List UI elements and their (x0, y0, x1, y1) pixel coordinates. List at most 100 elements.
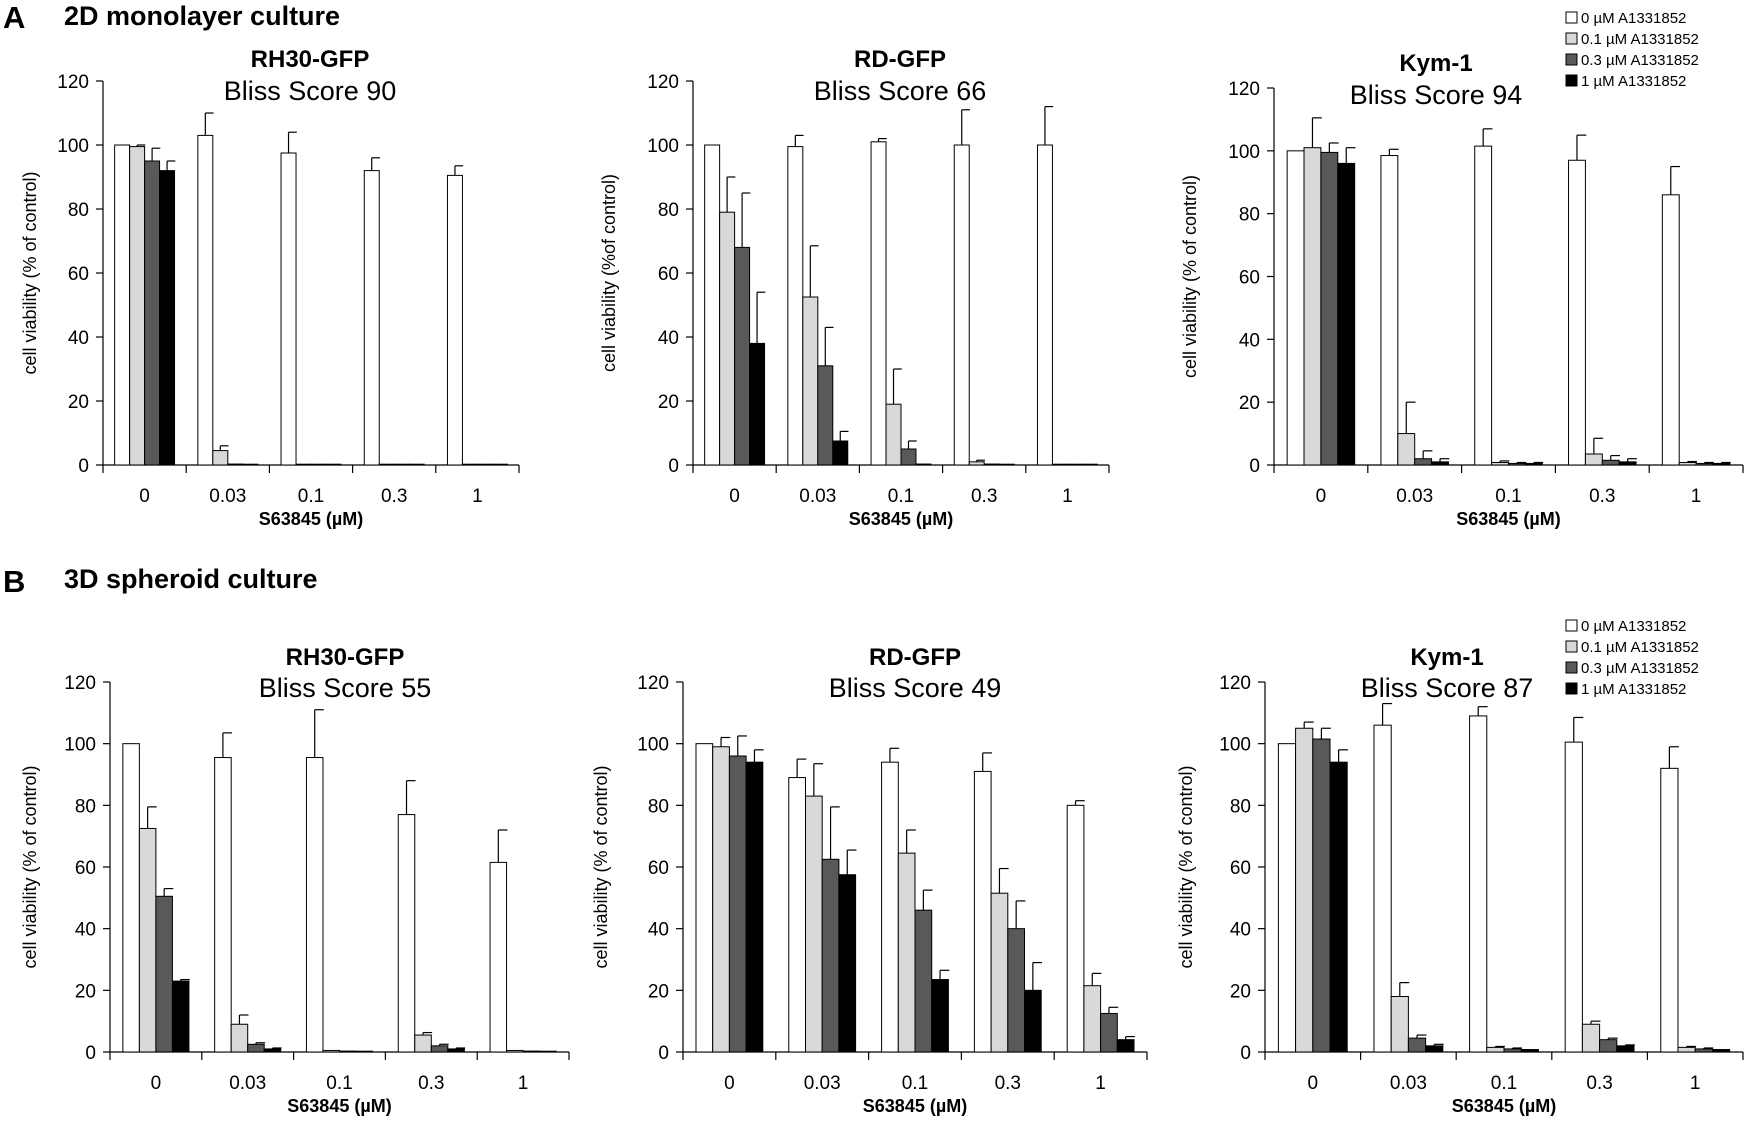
bar-0-m-a1331852-at-0-3 (397, 814, 416, 1053)
bar-0-m-a1331852-at-0-03 (197, 134, 214, 466)
bar-1-m-a1331852-at-0-1 (1520, 1049, 1539, 1053)
bar-1-m-a1331852-at-0-03 (838, 874, 857, 1053)
x-tick-label: 0 (1316, 486, 1327, 507)
bar-1-m-a1331852-at-0-1 (1524, 462, 1543, 466)
bar-0-m-a1331852-at-1 (1660, 767, 1679, 1053)
chart-a-kym-1: Kym-1 Bliss Score 94 0 20 40 60 80 100 120 0 0.03 0… (1180, 50, 1744, 529)
legend-label: 0 µM A1331852 (1581, 618, 1686, 635)
bar-0-m-a1331852-at-1 (446, 174, 463, 466)
bar-0-m-a1331852-at-0-3 (1564, 741, 1583, 1053)
y-tick-label: 100 (637, 735, 669, 756)
x-tick-label: 0.1 (902, 1073, 928, 1094)
y-tick-label: 120 (1228, 79, 1260, 100)
bar-0-3-m-a1331852-at-0 (155, 895, 173, 1053)
x-tick-label: 1 (1095, 1073, 1106, 1094)
bar-0-m-a1331852-at-0-1 (870, 141, 887, 466)
bar-1-m-a1331852-at-0 (159, 170, 176, 466)
bar-0-3-m-a1331852-at-1 (522, 1050, 541, 1053)
bar-0-m-a1331852-at-0 (1286, 150, 1305, 466)
x-tick-label: 0 (724, 1073, 735, 1094)
x-axis-label: S63845 (µM) (1452, 1096, 1556, 1116)
legend-swatch (1565, 32, 1578, 45)
bar-1-m-a1331852-at-0-1 (915, 463, 932, 466)
y-tick-label: 0 (668, 456, 679, 477)
bar-0-m-a1331852-at-0-1 (881, 761, 899, 1053)
bar-0-m-a1331852-at-0-1 (280, 152, 297, 466)
bar-0-3-m-a1331852-at-1 (1066, 463, 1083, 466)
bar-0-m-a1331852-at-0-1 (1474, 145, 1493, 466)
chart-a-rh30-gfp: RH30-GFP Bliss Score 90 0 20 40 60 80 100 120 0 0.… (20, 46, 520, 529)
bar-0-3-m-a1331852-at-0-3 (1601, 459, 1620, 466)
bar-0-1-m-a1331852-at-0-3 (414, 1034, 432, 1053)
bar-0-1-m-a1331852-at-0-03 (804, 795, 823, 1053)
panel-letter-a: A (3, 0, 25, 35)
x-tick-label: 0.1 (326, 1073, 352, 1094)
bar-1-m-a1331852-at-0 (1337, 162, 1356, 466)
y-axis-label: cell viability (% of control) (1176, 765, 1196, 968)
bar-1-m-a1331852-at-1 (539, 1050, 557, 1053)
bar-0-1-m-a1331852-at-0-3 (378, 463, 395, 466)
y-tick-label: 100 (647, 136, 679, 157)
bar-0-m-a1331852-at-0 (704, 144, 721, 466)
bar-0-3-m-a1331852-at-0-03 (1414, 458, 1433, 466)
bar-0-m-a1331852-at-0-03 (1373, 724, 1392, 1053)
chart-title: Kym-1 (1399, 50, 1472, 77)
y-tick-label: 60 (1230, 858, 1251, 879)
bar-0-1-m-a1331852-at-0-03 (212, 450, 229, 466)
x-tick-label: 1 (1062, 486, 1073, 507)
x-tick-label: 0.03 (209, 486, 246, 507)
y-tick-label: 120 (637, 673, 669, 694)
bar-0-m-a1331852-at-0-1 (305, 757, 324, 1053)
chart-title: RH30-GFP (286, 644, 405, 671)
x-tick-label: 0.1 (1495, 486, 1521, 507)
bar-0-m-a1331852-at-0 (122, 743, 140, 1053)
bar-1-m-a1331852-at-0 (1329, 761, 1348, 1053)
x-tick-label: 0 (729, 486, 740, 507)
bar-0-m-a1331852-at-0 (114, 144, 131, 466)
y-tick-label: 40 (75, 920, 96, 941)
bar-0-1-m-a1331852-at-0-03 (1397, 433, 1416, 466)
y-axis-label: cell viability (% of control) (20, 765, 40, 968)
y-axis-label: cell viability (% of control) (1180, 175, 1200, 378)
legend-swatch (1565, 619, 1578, 632)
y-tick-label: 80 (75, 796, 96, 817)
bar-0-1-m-a1331852-at-0 (1303, 147, 1322, 466)
bar-1-m-a1331852-at-1 (1116, 1039, 1135, 1053)
chart-title: RD-GFP (869, 644, 961, 671)
y-tick-label: 40 (648, 920, 669, 941)
bliss-score: Bliss Score 87 (1361, 673, 1534, 703)
bar-0-m-a1331852-at-0-1 (1469, 715, 1488, 1053)
legend-swatch (1565, 682, 1578, 695)
bar-0-1-m-a1331852-at-0 (719, 211, 736, 466)
y-tick-label: 60 (658, 264, 679, 285)
bar-0-3-m-a1331852-at-1 (476, 463, 493, 466)
bar-1-m-a1331852-at-0-3 (1024, 989, 1042, 1053)
bar-0-m-a1331852-at-0-3 (953, 144, 970, 466)
bar-0-3-m-a1331852-at-0 (728, 755, 747, 1053)
y-tick-label: 40 (1239, 330, 1260, 351)
bar-0-3-m-a1331852-at-0-3 (393, 463, 410, 466)
bar-0-m-a1331852-at-0-03 (1380, 155, 1399, 466)
bar-0-m-a1331852-at-0-03 (787, 146, 804, 466)
bar-0-1-m-a1331852-at-0-03 (802, 296, 819, 466)
y-tick-label: 120 (1219, 673, 1251, 694)
x-tick-label: 1 (518, 1073, 529, 1094)
legend-swatch (1565, 661, 1578, 674)
x-tick-label: 0.3 (995, 1073, 1021, 1094)
legend-panel-b: 0 µM A1331852 0.1 µM A1331852 0.3 µM A1331… (1565, 618, 1699, 698)
y-tick-label: 40 (68, 328, 89, 349)
legend-label: 0.3 µM A1331852 (1581, 660, 1699, 677)
bar-1-m-a1331852-at-0-1 (355, 1050, 374, 1053)
x-axis-label: S63845 (µM) (287, 1096, 391, 1116)
x-tick-label: 0.1 (888, 486, 914, 507)
legend-label: 0.3 µM A1331852 (1581, 52, 1699, 69)
bar-0-3-m-a1331852-at-1 (1100, 1012, 1118, 1053)
bar-0-3-m-a1331852-at-0 (1312, 738, 1331, 1053)
bar-0-3-m-a1331852-at-0-03 (817, 365, 834, 466)
x-tick-label: 0.1 (1491, 1073, 1517, 1094)
legend-label: 0.1 µM A1331852 (1581, 639, 1699, 656)
y-tick-label: 40 (658, 328, 679, 349)
bar-0-m-a1331852-at-0-3 (973, 770, 992, 1053)
y-tick-label: 100 (64, 735, 96, 756)
